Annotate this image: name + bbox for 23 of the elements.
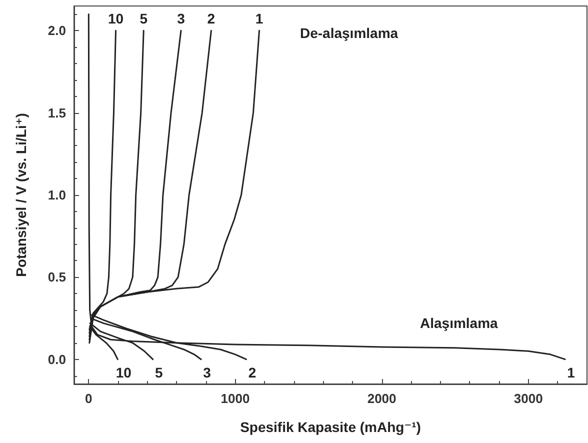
series-label: 3 (203, 364, 212, 380)
annotation: De-alaşımlama (300, 25, 398, 41)
y-axis-title: Potansiyel / V (vs. Li/Li⁺) (13, 113, 29, 277)
y-tick-label: 1.0 (48, 188, 66, 202)
series-label: 10 (108, 10, 124, 27)
y-tick-label: 0.0 (48, 352, 66, 367)
x-tick-label: 1000 (220, 391, 250, 406)
x-tick-label: 0 (85, 391, 92, 406)
series-label: 5 (140, 10, 148, 27)
series-label: 10 (116, 364, 132, 380)
series-label: 1 (567, 364, 576, 380)
y-tick-label: 0.5 (48, 270, 66, 285)
series-label: 1 (255, 10, 264, 27)
x-tick-label: 3000 (514, 391, 543, 406)
series-label: 2 (248, 364, 256, 380)
x-tick-label: 2000 (367, 391, 396, 406)
annotation: Alaşımlama (420, 315, 498, 331)
y-tick-label: 1.5 (48, 105, 66, 120)
series-label: 5 (154, 364, 163, 380)
series-label: 2 (207, 10, 216, 27)
y-tick-label: 2.0 (48, 23, 66, 38)
x-axis-title: Spesifik Kapasite (mAhg⁻¹) (240, 419, 421, 435)
series-label: 3 (177, 10, 186, 27)
